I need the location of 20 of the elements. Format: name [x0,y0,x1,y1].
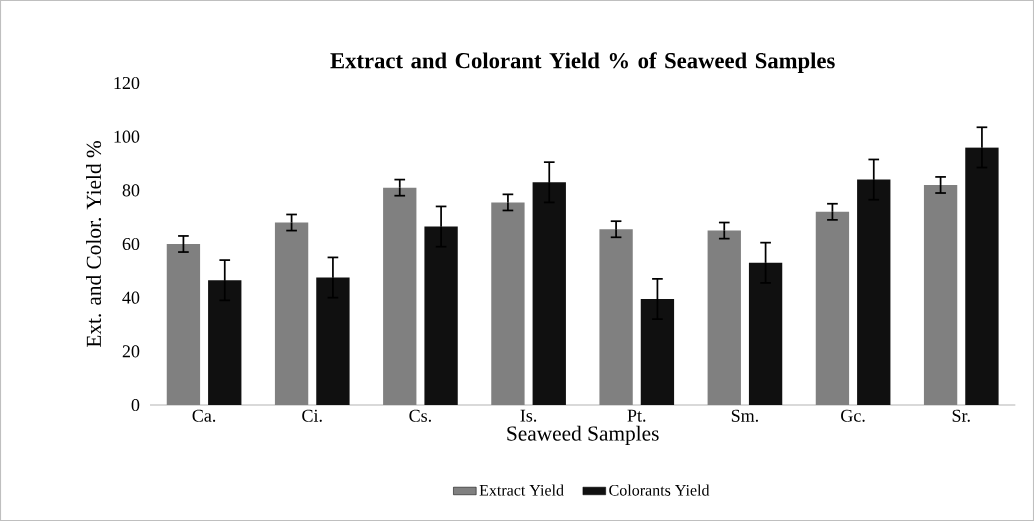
x-axis-title: Seaweed Samples [507,425,659,446]
x-tick-label: Cs. [409,409,431,422]
x-tick-label: Is. [520,409,537,422]
x-tick-label: Pt. [627,409,646,422]
legend-label: Colorants Yield [609,484,710,496]
y-tick-label: 60 [122,237,140,251]
y-tick-label: 100 [114,130,140,143]
y-tick-label: 40 [122,291,140,304]
y-tick-label: 80 [122,184,140,197]
x-tick-label: Ci. [302,409,322,422]
x-tick-label: Sm. [731,409,758,422]
chart-title: Extract and Colorant Yield % of Seaweed Samples [330,52,835,73]
x-tick-label: Gc. [841,409,865,422]
y-tick-label: 120 [114,76,140,90]
x-tick-label: Ca. [192,409,216,422]
y-tick-label: 0 [131,398,140,412]
y-axis-title: Ext. and Color. Yield % [86,141,102,348]
x-tick-label: Sr. [952,409,970,422]
y-tick-label: 20 [122,345,140,358]
legend-label: Extract Yield [479,484,564,496]
